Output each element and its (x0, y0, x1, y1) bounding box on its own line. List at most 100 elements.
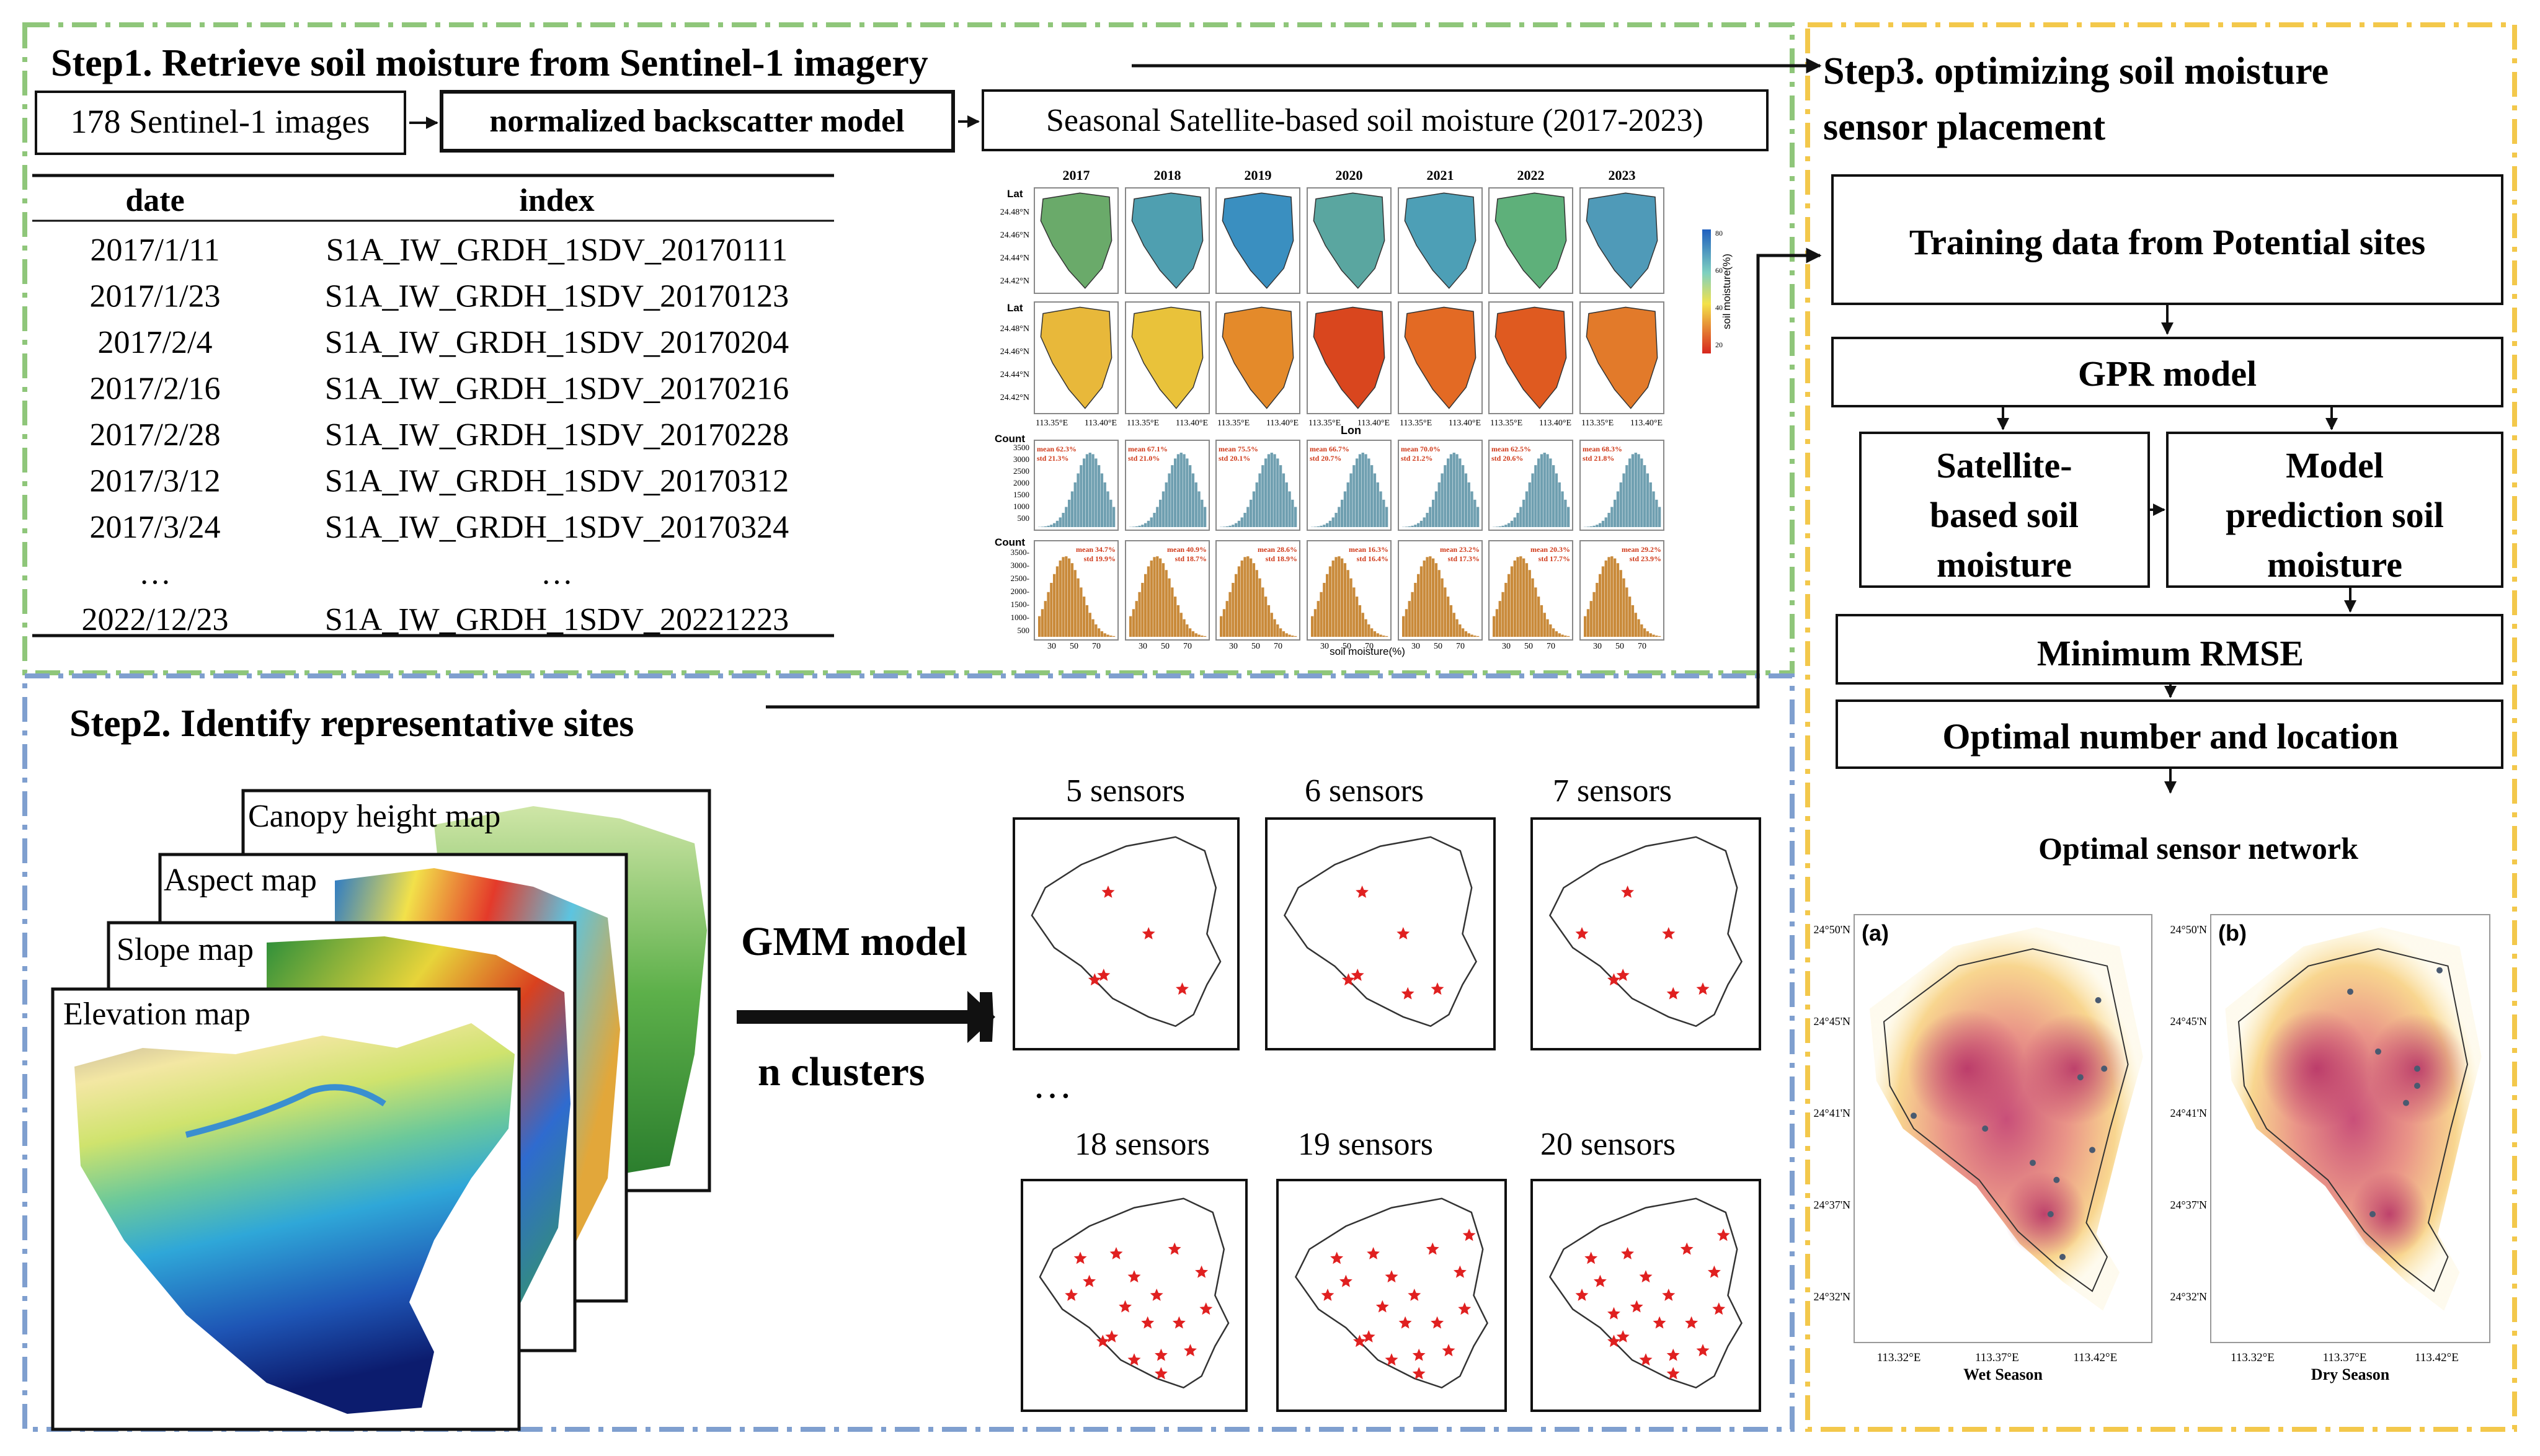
mini-wet-hist-bar (1062, 513, 1064, 527)
mini-wet-hist-bar (1341, 500, 1343, 527)
mini-dry-hist-bar (1168, 579, 1170, 637)
mini-hist1-tick: 500 (1018, 513, 1030, 523)
mini-lon-tick: 113.40°E (1176, 419, 1208, 428)
mini-dry-hist-bar (1232, 583, 1234, 637)
mini-wet-hist-bar (1468, 482, 1470, 527)
mini-dry-hist-bar (1171, 587, 1173, 637)
mini-wet-hist-bar (1534, 465, 1537, 527)
mini-wet-hist-bar (1453, 453, 1455, 527)
mini-dry-hist-bar (1156, 556, 1158, 637)
mini-x-tick: 70 (1365, 642, 1374, 651)
mini-wet-std: std 20.1% (1219, 454, 1250, 463)
mini-colorbar-tick: 40 (1715, 303, 1723, 312)
mini-wet-hist-bar (1499, 526, 1501, 527)
mini-dry-hist-bar (1455, 619, 1458, 637)
table-cell-date: 2017/1/23 (90, 279, 221, 314)
sensor-panel-label: 6 sensors (1305, 773, 1424, 809)
mini-dry-hist-bar (1326, 574, 1328, 637)
mini-dry-hist-bar (1241, 561, 1243, 637)
mini-dry-hist-bar (1341, 559, 1343, 637)
network-lat-tick: 24°45'N (1814, 1015, 1850, 1028)
mini-dry-hist-bar (1637, 619, 1640, 637)
mini-dry-hist-bar (1077, 579, 1079, 637)
mini-dry-hist-bar (1243, 557, 1246, 637)
mini-lon-tick: 113.40°E (1539, 419, 1571, 428)
mini-wet-hist-bar (1543, 453, 1546, 527)
mini-wet-hist-bar (1334, 513, 1337, 527)
network-hotspot (2003, 1171, 2086, 1257)
mini-dry-hist-bar (1141, 583, 1143, 637)
mini-hist2-tick: 3500- (1011, 548, 1029, 557)
mini-dry-hist-bar (1435, 563, 1437, 637)
map-stack: Canopy height map Aspect map Slope map E… (53, 791, 709, 1429)
mini-wet-hist-bar (1232, 525, 1234, 527)
mini-wet-hist-bar (1632, 454, 1634, 527)
mini-lon-tick: 113.40°E (1357, 419, 1390, 428)
mini-dry-hist-bar (1068, 559, 1070, 637)
mini-wet-hist-bar (1109, 500, 1112, 527)
mini-dry-std: std 19.9% (1084, 554, 1116, 563)
mini-x-tick: 30 (1047, 642, 1056, 651)
mini-dry-hist-bar (1320, 592, 1322, 637)
step3-title-line1: Step3. optimizing soil moisture (1823, 50, 2329, 92)
mini-dry-mean: mean 34.7% (1076, 545, 1116, 554)
mini-wet-hist-bar (1529, 482, 1531, 527)
mini-wet-hist-bar (1635, 453, 1637, 527)
mini-wet-hist-bar (1256, 482, 1258, 527)
mini-wet-mean: mean 67.1% (1128, 445, 1168, 453)
mini-dry-hist-bar (1632, 605, 1634, 637)
network-sensor-dot (2414, 1065, 2420, 1072)
mini-wet-mean: mean 62.3% (1037, 445, 1077, 453)
mini-dry-hist-bar (1402, 616, 1405, 637)
mini-wet-hist-bar (1223, 526, 1225, 527)
mini-wet-hist-bar (1177, 454, 1179, 527)
table-cell-index: … (541, 556, 573, 592)
box-training-data-label: Training data from Potential sites (1909, 222, 2425, 262)
mini-dry-hist-bar (1370, 628, 1373, 637)
mini-x-tick: 50 (1343, 642, 1351, 651)
mini-hist1-tick: 1500 (1013, 490, 1029, 499)
mini-wet-hist-bar (1441, 473, 1443, 527)
mini-wet-hist-bar (1501, 526, 1504, 527)
elevation-map-label: Elevation map (63, 997, 251, 1032)
mini-wet-hist-bar (1071, 491, 1073, 527)
mini-dry-std: std 23.9% (1630, 554, 1661, 563)
mini-wet-hist-bar (1056, 521, 1059, 527)
mini-wet-hist-bar (1059, 517, 1062, 527)
network-panel-tag: (a) (1862, 920, 1889, 946)
mini-wet-hist-bar (1323, 525, 1325, 527)
mini-wet-hist-bar (1095, 458, 1097, 527)
network-lon-tick: 113.37°E (2323, 1351, 2367, 1364)
network-lat-tick: 24°41'N (1814, 1107, 1850, 1119)
mini-wet-hist-bar (1504, 525, 1507, 527)
mini-dry-hist-bar (1135, 601, 1138, 637)
mini-dry-hist-bar (1655, 636, 1658, 637)
mini-wet-hist-bar (1261, 465, 1264, 527)
mini-wet-std: std 21.3% (1037, 454, 1068, 463)
mini-dry-hist-bar (1261, 587, 1264, 637)
mini-wet-hist-bar (1201, 500, 1203, 527)
mini-wet-hist-bar (1273, 454, 1276, 527)
mini-wet-hist-bar (1250, 500, 1252, 527)
mini-year-label: 2017 (1063, 167, 1090, 183)
box-satellite-line3: moisture (1937, 544, 2072, 585)
mini-x-tick: 70 (1183, 642, 1192, 651)
mini-x-tick: 70 (1547, 642, 1555, 651)
network-sensor-dot (1982, 1125, 1988, 1132)
mini-wet-mean: mean 70.0% (1401, 445, 1441, 453)
mini-lon-tick: 113.40°E (1266, 419, 1299, 428)
sensor-panels-ellipsis: … (1032, 1062, 1072, 1106)
mini-dry-hist-bar (1101, 631, 1103, 637)
mini-wet-hist-bar (1083, 458, 1085, 527)
mini-dry-hist-bar (1177, 605, 1179, 637)
mini-dry-hist-bar (1047, 592, 1049, 637)
mini-lat-tick-dry: 24.48°N (1000, 324, 1029, 334)
mini-wet-hist-bar (1282, 473, 1285, 527)
mini-dry-hist-bar (1286, 633, 1288, 637)
mini-dry-hist-bar (1459, 624, 1461, 637)
table-cell-date: 2017/3/12 (90, 464, 221, 499)
mini-hist1-tick: 2000 (1013, 478, 1029, 487)
table-cell-index: S1A_IW_GRDH_1SDV_20170216 (325, 371, 789, 407)
mini-wet-hist-bar (1555, 473, 1558, 527)
